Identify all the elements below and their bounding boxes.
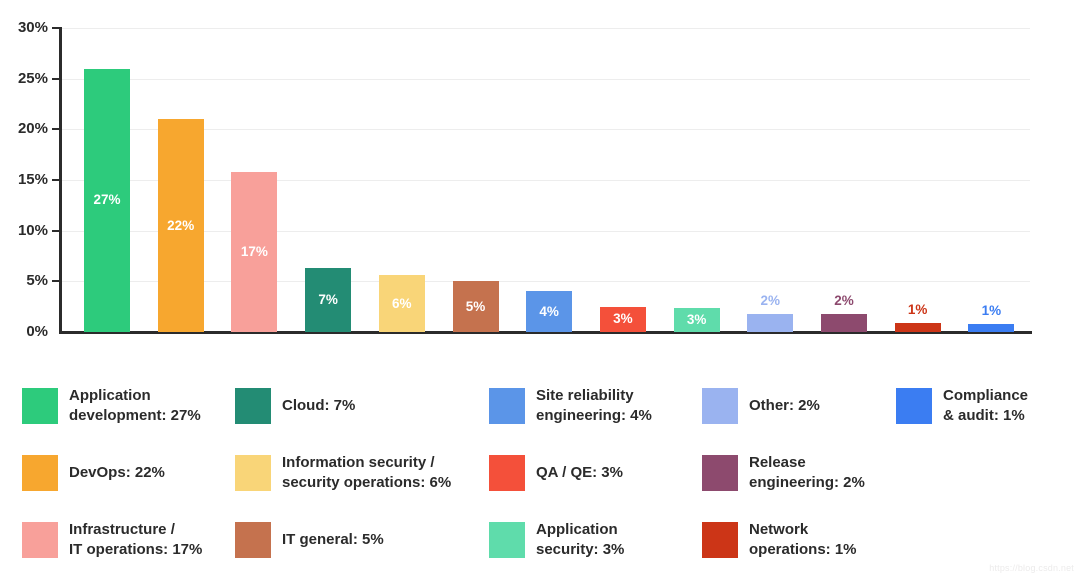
legend-item: Cloud: 7% (235, 385, 489, 427)
y-axis-tick-label: 0% (26, 323, 48, 340)
bar-qa-qe (599, 306, 646, 332)
legend-column: Cloud: 7% Information security / security… (235, 385, 489, 561)
axis-tick (52, 280, 60, 283)
bar-value-label: 6% (392, 295, 412, 311)
legend-label: Release engineering: 2% (749, 454, 865, 491)
bar-value-label: 5% (465, 298, 486, 314)
legend-column: Application development: 27% DevOps: 22% I… (22, 385, 235, 561)
legend-swatch (235, 455, 271, 491)
legend-item: Site reliability engineering: 4% (489, 385, 702, 427)
legend-item: Application security: 3% (489, 519, 702, 561)
y-axis-tick-label: 15% (17, 171, 48, 188)
legend-swatch (489, 522, 525, 558)
y-axis-tick-label: 10% (17, 221, 48, 239)
legend-column: Other: 2% Release engineering: 2% Network … (702, 385, 896, 561)
axis-tick (52, 128, 60, 131)
bar-value-label: 17% (240, 243, 268, 259)
gridline (62, 281, 1030, 283)
legend-label: Network operations: 1% (749, 521, 857, 558)
legend-swatch (489, 388, 525, 424)
bar-value-label: 4% (539, 303, 559, 319)
bar-compliance-audit (968, 323, 1015, 332)
legend-label: QA / QE: 3% (536, 464, 623, 481)
legend-label: Cloud: 7% (282, 397, 356, 414)
y-axis-tick-label: 20% (17, 120, 48, 138)
legend-swatch (702, 388, 738, 424)
legend-item: IT general: 5% (235, 519, 489, 561)
axis-tick (52, 77, 60, 80)
legend-swatch (896, 388, 932, 424)
gridline (62, 28, 1030, 29)
legend-swatch (22, 455, 58, 491)
legend-swatch (235, 522, 271, 558)
y-axis-tick-label: 30% (17, 19, 48, 36)
legend-label: Site reliability engineering: 4% (536, 387, 652, 424)
gridline (62, 129, 1030, 131)
legend-label: Infrastructure / IT operations: 17% (69, 521, 203, 558)
legend-label: Other: 2% (749, 397, 820, 414)
plot-area: 27% 22% 17% 7% 6% 5% 4% 3% 3% 2% 2% 1% 1% (52, 27, 1030, 332)
bar-release-engineering (821, 313, 867, 332)
legend-swatch (702, 455, 738, 491)
legend-label: DevOps: 22% (69, 464, 165, 481)
bar-application-security (673, 307, 720, 332)
bar-value-label: 2% (834, 292, 854, 308)
legend-swatch (22, 388, 58, 424)
legend-label: Application security: 3% (536, 521, 625, 558)
bar-value-label: 3% (613, 311, 633, 327)
bar-value-label: 27% (93, 192, 121, 208)
bar-value-label: 2% (760, 292, 781, 308)
legend-item: Application development: 27% (22, 385, 235, 427)
legend-item: Compliance & audit: 1% (896, 385, 1072, 427)
bar-other (747, 313, 794, 332)
legend-item: Other: 2% (702, 385, 896, 427)
bar-application-development (84, 68, 130, 332)
bar-chart: 27% 22% 17% 7% 6% 5% 4% 3% 3% 2% 2% 1% 1% 0% 5% 10% 15%… (17, 19, 1032, 340)
legend-swatch (235, 388, 271, 424)
legend-item: Network operations: 1% (702, 519, 896, 561)
bar-information-security-security-operations (378, 275, 425, 332)
bar-value-label: 7% (318, 292, 338, 308)
legend-item: Infrastructure / IT operations: 17% (22, 519, 235, 561)
legend-swatch (489, 455, 525, 491)
legend-item: QA / QE: 3% (489, 452, 702, 494)
bar-devops (157, 119, 204, 332)
bar-value-label: 1% (981, 302, 1002, 318)
watermark: https://blog.csdn.net (989, 563, 1074, 573)
legend-item: Information security / security operatio… (235, 452, 489, 494)
axis-tick (52, 179, 60, 181)
x-axis-line (59, 331, 1032, 334)
bar-cloud (305, 268, 352, 332)
gridline (62, 78, 1030, 80)
bar-value-label: 22% (167, 217, 195, 233)
gridline (62, 180, 1030, 181)
y-axis-tick-label: 5% (26, 272, 48, 290)
y-axis-line (59, 27, 62, 334)
legend-label: Information security / security operatio… (282, 454, 452, 491)
legend: Application development: 27% DevOps: 22% I… (22, 385, 1072, 561)
legend-swatch (702, 522, 738, 558)
bar-value-label: 3% (686, 311, 707, 327)
y-axis-tick-label: 25% (17, 69, 48, 87)
bar-network-operations (894, 322, 941, 332)
legend-swatch (22, 522, 58, 558)
legend-column: Site reliability engineering: 4% QA / QE:… (489, 385, 702, 561)
legend-item: DevOps: 22% (22, 452, 235, 494)
legend-label: Compliance & audit: 1% (943, 387, 1029, 424)
bar-it-general (452, 281, 499, 332)
legend-label: IT general: 5% (282, 531, 384, 548)
legend-label: Application development: 27% (69, 387, 201, 424)
axis-tick (52, 27, 60, 29)
bar-infrastructure-it-operations (231, 171, 278, 332)
axis-tick (52, 229, 60, 232)
gridline (62, 230, 1030, 232)
legend-item: Release engineering: 2% (702, 452, 896, 494)
legend-column: Compliance & audit: 1% (896, 385, 1072, 561)
bar-value-label: 1% (907, 301, 928, 317)
bar-site-reliability-engineering (526, 291, 573, 332)
